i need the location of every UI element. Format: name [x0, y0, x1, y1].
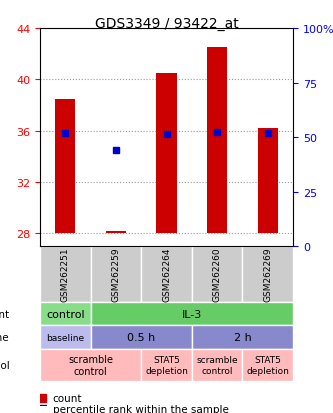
Text: STAT5
depletion: STAT5 depletion	[145, 356, 188, 375]
Text: GSM262269: GSM262269	[263, 247, 272, 301]
Text: scramble
control: scramble control	[196, 356, 238, 375]
FancyBboxPatch shape	[40, 349, 141, 381]
Text: GSM262259: GSM262259	[111, 247, 121, 301]
Text: 2 h: 2 h	[233, 332, 251, 342]
Bar	[207, 48, 227, 234]
Text: agent: agent	[0, 309, 10, 319]
Bar	[106, 231, 126, 234]
Bar	[55, 99, 75, 234]
FancyBboxPatch shape	[141, 349, 192, 381]
Text: GSM262251: GSM262251	[61, 247, 70, 301]
FancyBboxPatch shape	[192, 325, 293, 349]
FancyBboxPatch shape	[242, 349, 293, 381]
Text: baseline: baseline	[46, 333, 84, 342]
FancyBboxPatch shape	[40, 302, 91, 325]
Bar	[258, 129, 278, 234]
FancyBboxPatch shape	[91, 325, 192, 349]
Text: count: count	[53, 394, 82, 404]
Text: GSM262260: GSM262260	[212, 247, 222, 301]
Text: GSM262264: GSM262264	[162, 247, 171, 301]
Text: percentile rank within the sample: percentile rank within the sample	[53, 404, 228, 413]
Text: control: control	[46, 309, 85, 319]
Text: protocol: protocol	[0, 360, 10, 370]
FancyBboxPatch shape	[40, 325, 91, 349]
FancyBboxPatch shape	[141, 247, 192, 302]
FancyBboxPatch shape	[91, 247, 141, 302]
FancyBboxPatch shape	[192, 349, 242, 381]
Text: time: time	[0, 332, 10, 342]
Text: IL-3: IL-3	[182, 309, 202, 319]
Bar	[157, 74, 176, 234]
Text: 0.5 h: 0.5 h	[127, 332, 155, 342]
FancyBboxPatch shape	[40, 247, 91, 302]
Text: scramble
control: scramble control	[68, 354, 113, 376]
FancyBboxPatch shape	[91, 302, 293, 325]
Text: GDS3349 / 93422_at: GDS3349 / 93422_at	[95, 17, 238, 31]
FancyBboxPatch shape	[192, 247, 242, 302]
Text: STAT5
depletion: STAT5 depletion	[246, 356, 289, 375]
FancyBboxPatch shape	[242, 247, 293, 302]
